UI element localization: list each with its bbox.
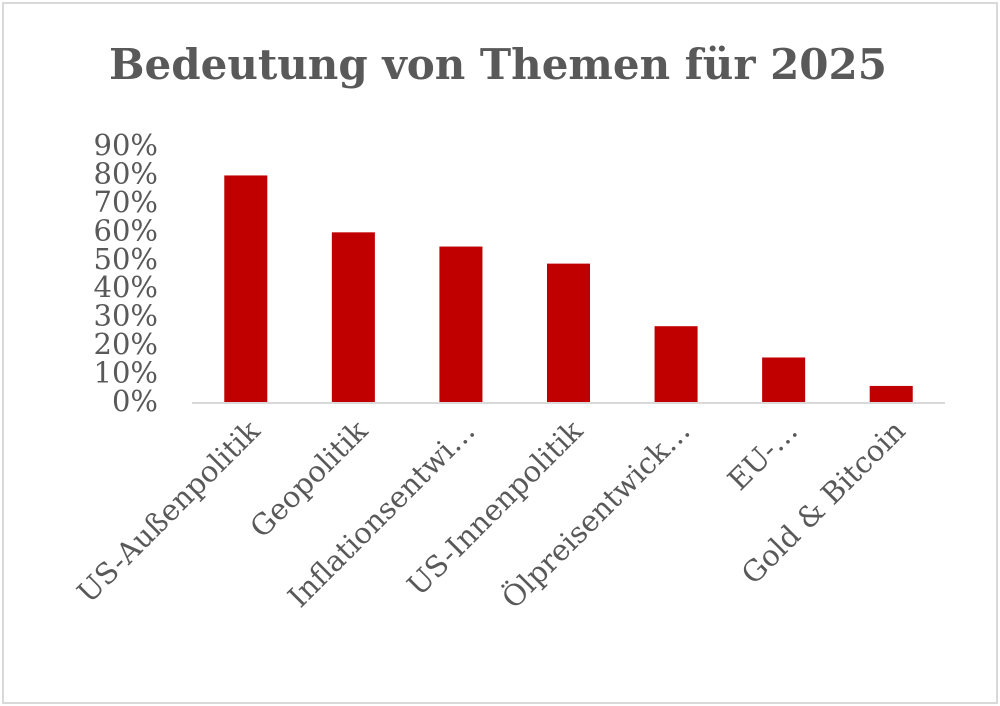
- bar: [331, 232, 375, 403]
- bar: [546, 263, 591, 403]
- y-tick-label: 80%: [94, 156, 158, 190]
- bar: [869, 385, 913, 403]
- bar: [224, 175, 268, 403]
- y-tick-label: 70%: [94, 185, 158, 219]
- chart-title: Bedeutung von Themen für 2025: [109, 40, 887, 89]
- y-tick-label: 20%: [94, 327, 158, 361]
- y-tick-label: 10%: [94, 356, 158, 390]
- bar: [654, 326, 698, 403]
- bar: [439, 246, 483, 403]
- y-tick-label: 60%: [94, 213, 158, 247]
- y-tick-label: 50%: [94, 242, 158, 276]
- y-tick-label: 30%: [94, 299, 158, 333]
- bar: [762, 357, 806, 403]
- y-tick-label: 90%: [94, 128, 158, 162]
- y-tick-label: 40%: [94, 270, 158, 304]
- y-tick-label: 0%: [112, 384, 158, 418]
